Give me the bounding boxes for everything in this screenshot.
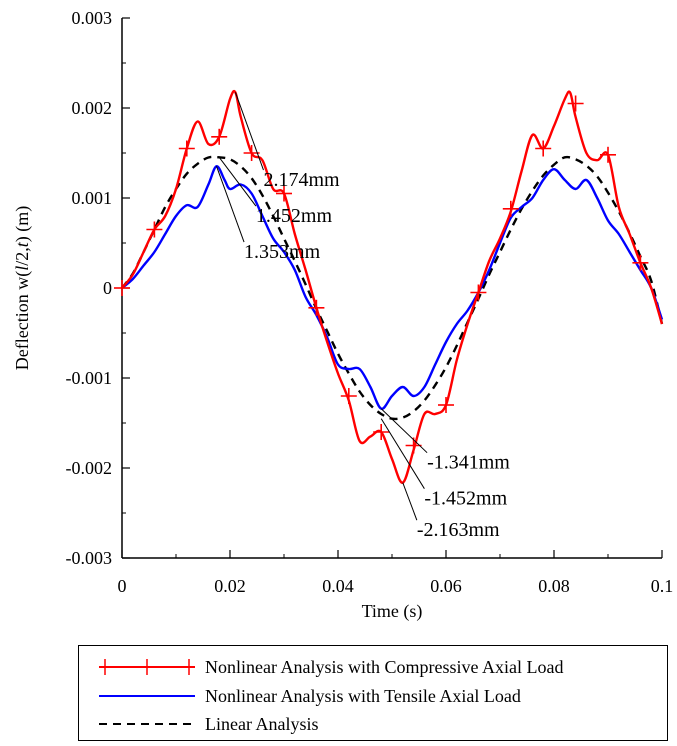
legend-swatch-linear — [99, 723, 195, 725]
y-tick-label: 0.003 — [72, 8, 113, 28]
y-axis-label-part-1: Deflection w( — [12, 271, 33, 370]
y-axis-label-part-2: l — [12, 266, 32, 271]
annotation-leader — [380, 418, 425, 489]
annotation-leader — [218, 157, 257, 207]
compressive-marker — [438, 397, 454, 413]
compressive-marker — [178, 140, 195, 157]
annotation-label: -1.452mm — [424, 488, 507, 510]
annotation-layer: 2.174mm 1.452mm 1.353mm -1.341mm -1.452mm -2.… — [216, 92, 510, 541]
compressive-marker — [373, 424, 390, 440]
y-axis-label: Deflection w(l/2,t) (m) — [12, 206, 33, 371]
legend-item-linear: Linear Analysis — [97, 709, 318, 739]
compressive-marker — [535, 140, 552, 157]
annotation-label: 1.353mm — [244, 241, 321, 263]
x-axis-label: Time (s) — [362, 601, 423, 622]
y-tick-label: 0.001 — [72, 188, 113, 208]
x-tick-label: 0.1 — [651, 576, 674, 596]
x-tick-label: 0.04 — [322, 576, 354, 596]
compressive-marker — [632, 254, 649, 271]
compressive-marker — [600, 146, 616, 163]
y-tick-label: 0 — [103, 278, 112, 298]
legend-label-tensile: Nonlinear Analysis with Tensile Axial Lo… — [205, 685, 521, 706]
y-tick-label: -0.002 — [66, 458, 113, 478]
compressive-marker — [276, 185, 292, 202]
legend: Nonlinear Analysis with Compressive Axia… — [78, 645, 668, 741]
legend-label-linear: Linear Analysis — [205, 713, 319, 734]
y-axis-label-part-5: ) (m) — [12, 206, 33, 242]
axes: -0.003 -0.002 -0.001 0 0.001 0.002 0.003 0 0.02 0… — [66, 8, 674, 596]
legend-item-compressive: Nonlinear Analysis with Compressive Axia… — [97, 652, 563, 682]
x-tick-label: 0.06 — [430, 576, 462, 596]
compressive-marker — [502, 200, 519, 217]
y-axis-label-part-3: /2, — [12, 247, 32, 266]
compressive-marker — [340, 388, 357, 404]
compressive-marker — [114, 280, 130, 296]
x-tick-label: 0 — [118, 576, 127, 596]
legend-swatch-compressive — [99, 659, 195, 675]
legend-item-tensile: Nonlinear Analysis with Tensile Axial Lo… — [97, 681, 521, 711]
annotation-leader — [402, 482, 418, 521]
x-tick-label: 0.08 — [538, 576, 570, 596]
legend-swatch-tensile — [99, 695, 195, 697]
annotation-label: 2.174mm — [263, 169, 340, 191]
compressive-marker — [567, 95, 584, 112]
compressive-marker — [470, 284, 487, 301]
series-compressive-line — [121, 89, 664, 484]
legend-label-compressive: Nonlinear Analysis with Compressive Axia… — [205, 656, 564, 677]
annotation-leader — [234, 92, 264, 171]
y-tick-label: -0.003 — [66, 548, 113, 568]
x-tick-label: 0.02 — [214, 576, 246, 596]
series-tensile-line — [121, 165, 664, 410]
annotation-label: 1.452mm — [256, 205, 333, 227]
compressive-marker — [211, 128, 228, 145]
y-tick-label: -0.001 — [66, 368, 113, 388]
y-axis-label-part-4: t — [12, 241, 32, 247]
compressive-marker — [308, 299, 325, 316]
annotation-leader — [380, 408, 428, 454]
annotation-label: -2.163mm — [417, 519, 500, 541]
compressive-marker — [146, 221, 163, 238]
annotation-leader — [216, 166, 245, 243]
series-layer — [114, 89, 664, 484]
annotation-label: -1.341mm — [427, 452, 510, 474]
y-tick-label: 0.002 — [72, 98, 113, 118]
